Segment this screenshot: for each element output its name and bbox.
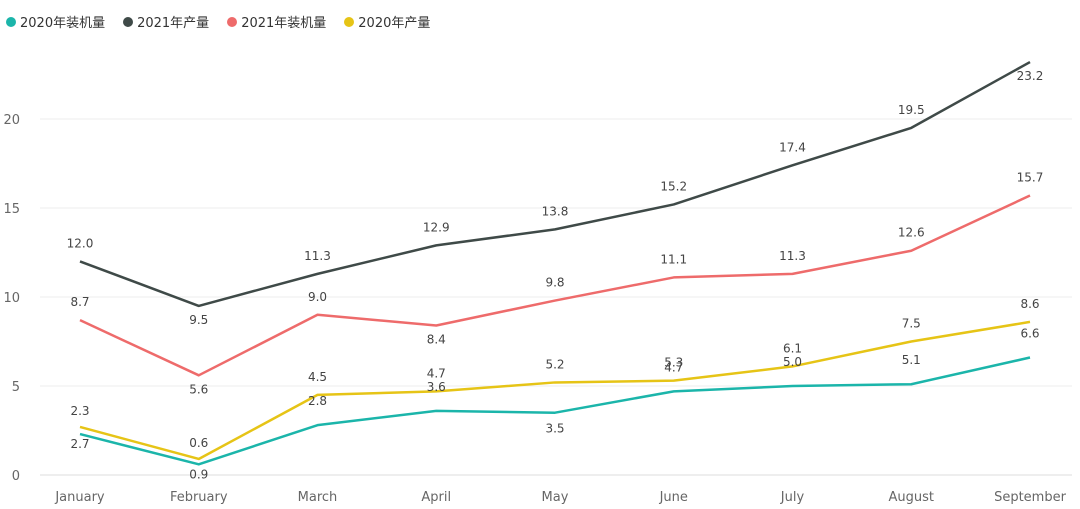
legend-marker: [123, 16, 134, 27]
data-label: 0.6: [189, 436, 208, 450]
y-tick-label: 15: [3, 202, 20, 217]
x-tick-label: February: [170, 490, 228, 505]
legend-label: 2021年产量: [137, 16, 210, 31]
data-label: 5.3: [664, 356, 683, 370]
data-label: 5.1: [902, 353, 921, 367]
legend-label: 2020年产量: [358, 16, 431, 31]
data-label: 5.6: [189, 382, 208, 396]
legend-label: 2021年装机量: [241, 16, 327, 31]
y-tick-label: 20: [3, 113, 20, 128]
x-tick-label: June: [659, 490, 688, 505]
data-label: 12.9: [423, 220, 450, 234]
data-label: 4.7: [664, 360, 683, 374]
legend-label: 2020年装机量: [20, 16, 106, 31]
y-tick-label: 0: [12, 469, 20, 484]
y-tick-label: 5: [12, 380, 20, 395]
data-label: 2.3: [70, 404, 89, 418]
series-line: [79, 356, 1031, 466]
x-tick-label: March: [298, 490, 338, 505]
legend-marker: [227, 16, 238, 27]
x-tick-label: September: [994, 490, 1067, 505]
data-label: 2.7: [70, 437, 89, 451]
data-label: 19.5: [898, 103, 925, 117]
data-label: 9.5: [189, 313, 208, 327]
x-tick-label: April: [421, 490, 451, 505]
data-label: 17.4: [779, 140, 806, 154]
x-tick-label: January: [54, 490, 105, 505]
data-label: 2.8: [308, 394, 327, 408]
legend-item-2020-production[interactable]: 2020年产量: [344, 12, 430, 31]
legend-marker: [344, 16, 355, 27]
data-label: 12.0: [67, 236, 94, 250]
data-label: 15.2: [660, 179, 687, 193]
x-tick-label: May: [542, 490, 569, 505]
data-label: 11.1: [660, 252, 687, 266]
x-tick-label: July: [780, 490, 805, 505]
legend-item-2020-installed[interactable]: 2020年装机量: [6, 12, 105, 31]
data-label: 12.6: [898, 226, 925, 240]
legend: 2020年装机量 2021年产量 2021年装机量 2020年产量: [6, 12, 430, 31]
data-label: 4.5: [308, 370, 327, 384]
series-line: [79, 320, 1031, 461]
data-label: 11.3: [304, 249, 331, 263]
data-label: 13.8: [542, 204, 569, 218]
data-label: 3.5: [545, 422, 564, 436]
data-label: 8.7: [70, 295, 89, 309]
data-label: 11.3: [779, 249, 806, 263]
legend-marker: [6, 16, 16, 27]
data-label: 15.7: [1017, 171, 1044, 185]
legend-item-2021-installed[interactable]: 2021年装机量: [227, 12, 326, 31]
data-label: 23.2: [1017, 69, 1044, 83]
data-label: 5.2: [545, 357, 564, 371]
data-label: 0.9: [189, 467, 208, 481]
data-label: 8.4: [427, 332, 446, 346]
y-tick-label: 10: [3, 291, 20, 306]
data-label: 8.6: [1020, 297, 1039, 311]
x-tick-label: August: [889, 490, 935, 505]
legend-item-2021-production[interactable]: 2021年产量: [123, 12, 209, 31]
series-line: [79, 60, 1031, 308]
data-label: 9.0: [308, 290, 327, 304]
data-label: 5.0: [783, 355, 802, 369]
data-label: 6.1: [783, 341, 802, 355]
data-label: 3.6: [427, 380, 446, 394]
data-label: 4.7: [427, 366, 446, 380]
data-label: 9.8: [545, 276, 564, 290]
data-label: 7.5: [902, 317, 921, 331]
series-line: [79, 194, 1031, 377]
data-label: 6.6: [1020, 327, 1039, 341]
